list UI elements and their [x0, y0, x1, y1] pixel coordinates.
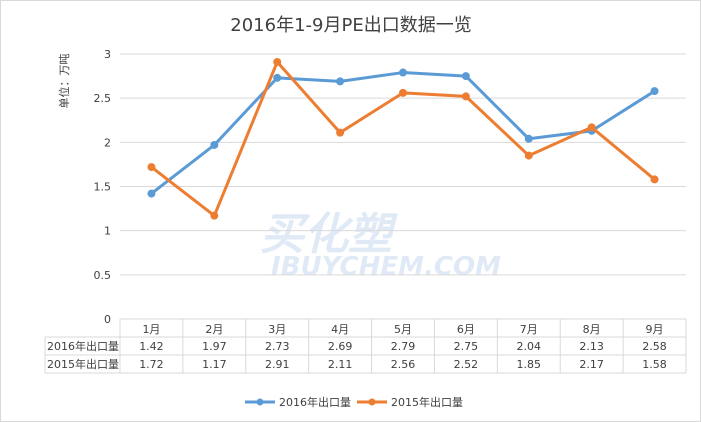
watermark-cn: 买化塑: [260, 209, 398, 260]
table-cell-value: 1.58: [642, 358, 667, 371]
x-tick-label: 1月: [142, 323, 160, 336]
series-layer: [147, 57, 659, 220]
watermark-logo: 买化塑 IBUYCHEM.COM: [260, 209, 501, 282]
x-tick-label: 4月: [331, 323, 349, 336]
watermark-en: IBUYCHEM.COM: [271, 252, 501, 282]
table-cell-value: 1.17: [202, 358, 227, 371]
data-point: [399, 68, 407, 77]
x-tick-label: 9月: [646, 323, 664, 336]
data-point: [650, 87, 659, 96]
data-point: [399, 88, 407, 97]
table-cell-value: 2.13: [579, 340, 604, 353]
data-point: [524, 134, 533, 143]
x-tick-label: 8月: [583, 323, 601, 336]
x-tick-label: 3月: [268, 323, 286, 336]
y-tick-label: 0.5: [94, 269, 112, 282]
y-tick-label: 3: [104, 48, 111, 61]
y-tick-labels: 0 0.5 1 1.5 2 2.5 3: [94, 48, 112, 326]
data-point: [273, 73, 282, 82]
y-tick-label: 0: [104, 313, 111, 326]
table-cell-value: 2.79: [391, 340, 416, 353]
table-cell-value: 2.69: [328, 340, 353, 353]
data-point: [336, 77, 345, 86]
table-cell-value: 2.04: [517, 340, 542, 353]
data-table: 1月 2月 3月 4月 5月 6月 7月 8月 9月 2016年出口量 1.42 1.97 2.73 2.…: [44, 319, 687, 374]
data-point: [210, 140, 219, 149]
table-cell-value: 2.56: [391, 358, 416, 371]
data-point: [461, 92, 470, 101]
x-tick-label: 2月: [205, 323, 223, 336]
table-cell-value: 2.17: [579, 358, 604, 371]
legend-swatch-marker: [368, 398, 376, 406]
table-cell-value: 1.72: [139, 358, 164, 371]
data-point: [273, 57, 282, 66]
table-cell-value: 2.58: [642, 340, 667, 353]
data-point: [587, 123, 596, 132]
table-cell-value: 2.75: [454, 340, 479, 353]
legend-label: 2016年出口量: [279, 395, 351, 409]
y-tick-label: 1: [104, 225, 111, 238]
table-cell-value: 1.85: [517, 358, 542, 371]
x-tick-label: 6月: [457, 323, 475, 336]
x-tick-label: 7月: [520, 323, 538, 336]
chart-title: 2016年1-9月PE出口数据一览: [230, 15, 471, 36]
legend: 2016年出口量 2015年出口量: [245, 395, 463, 409]
data-point: [461, 72, 470, 81]
y-tick-label: 2.5: [94, 92, 112, 105]
data-point: [336, 128, 345, 137]
y-tick-label: 1.5: [94, 181, 112, 194]
legend-swatch-marker: [256, 398, 264, 406]
series-line: [150, 60, 656, 218]
table-cell-value: 2.11: [328, 358, 353, 371]
table-series-name: 2016年出口量: [47, 339, 119, 353]
data-point: [650, 175, 659, 184]
table-cell-value: 1.42: [139, 340, 164, 353]
table-series-name: 2015年出口量: [47, 357, 119, 371]
table-cell-value: 2.73: [265, 340, 290, 353]
y-tick-label: 2: [104, 136, 111, 149]
data-point: [210, 211, 219, 220]
x-tick-label: 5月: [394, 323, 412, 336]
legend-label: 2015年出口量: [391, 395, 463, 409]
data-point: [524, 151, 533, 160]
table-cell-value: 2.91: [265, 358, 290, 371]
table-cell-value: 1.97: [202, 340, 227, 353]
y-axis-label: 单位：万吨: [57, 54, 71, 109]
data-point: [147, 189, 156, 198]
gridlines: [120, 53, 686, 320]
data-point: [147, 163, 156, 172]
table-cell-value: 2.52: [454, 358, 479, 371]
